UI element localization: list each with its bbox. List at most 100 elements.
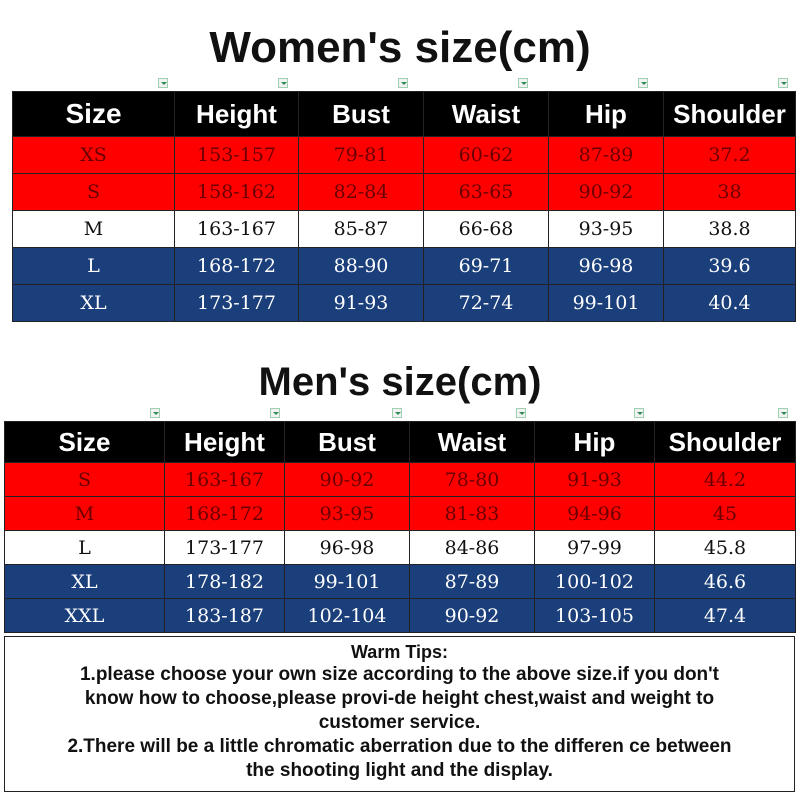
cell-height: 168-172 — [164, 496, 285, 531]
column-marker-icon — [516, 408, 526, 418]
column-marker-icon — [638, 78, 648, 88]
cell-size: L — [12, 247, 175, 285]
cell-waist: 72-74 — [423, 284, 549, 322]
cell-hip: 96-98 — [548, 247, 664, 285]
tip-line: customer service. — [318, 712, 481, 733]
cell-shoulder: 45 — [654, 496, 796, 531]
cell-hip: 90-92 — [548, 173, 664, 211]
cell-shoulder: 44.2 — [654, 462, 796, 497]
cell-waist: 87-89 — [409, 564, 535, 599]
cell-waist: 63-65 — [423, 173, 549, 211]
column-marker-icon — [270, 408, 280, 418]
men-size-title: Men's size(cm) — [258, 360, 542, 404]
cell-hip: 103-105 — [534, 598, 655, 633]
cell-shoulder: 47.4 — [654, 598, 796, 633]
cell-height: 168-172 — [174, 247, 299, 285]
tip-line: the shooting light and the display. — [246, 760, 553, 781]
cell-bust: 88-90 — [298, 247, 424, 285]
column-marker-icon — [278, 78, 288, 88]
cell-bust: 85-87 — [298, 210, 424, 248]
cell-hip: 91-93 — [534, 462, 655, 497]
cell-waist: 78-80 — [409, 462, 535, 497]
women-size-title: Women's size(cm) — [209, 23, 591, 72]
header-height: Height — [174, 91, 299, 137]
table-row: XL 173-177 91-93 72-74 99-101 40.4 — [12, 284, 796, 322]
cell-size: L — [4, 530, 165, 565]
men-size-table: Size Height Bust Waist Hip Shoulder S 16… — [4, 421, 796, 633]
cell-size: M — [4, 496, 165, 531]
cell-size: S — [4, 462, 165, 497]
cell-waist: 60-62 — [423, 136, 549, 174]
header-height: Height — [164, 421, 285, 463]
cell-size: M — [12, 210, 175, 248]
cell-shoulder: 37.2 — [663, 136, 796, 174]
column-marker-icon — [150, 408, 160, 418]
cell-bust: 91-93 — [298, 284, 424, 322]
cell-hip: 87-89 — [548, 136, 664, 174]
column-marker-icon — [398, 78, 408, 88]
women-size-table: Size Height Bust Waist Hip Shoulder XS 1… — [12, 91, 796, 322]
cell-bust: 90-92 — [284, 462, 410, 497]
warm-tips-box: Warm Tips: 1.please choose your own size… — [4, 636, 795, 792]
column-marker-icon — [392, 408, 402, 418]
cell-bust: 102-104 — [284, 598, 410, 633]
table-row: XS 153-157 79-81 60-62 87-89 37.2 — [12, 136, 796, 174]
column-marker-icon — [778, 408, 788, 418]
header-bust: Bust — [298, 91, 424, 137]
cell-shoulder: 38 — [663, 173, 796, 211]
cell-size: XXL — [4, 598, 165, 633]
header-size: Size — [12, 91, 175, 137]
cell-hip: 97-99 — [534, 530, 655, 565]
header-shoulder: Shoulder — [663, 91, 796, 137]
cell-bust: 82-84 — [298, 173, 424, 211]
cell-height: 178-182 — [164, 564, 285, 599]
cell-shoulder: 40.4 — [663, 284, 796, 322]
cell-waist: 66-68 — [423, 210, 549, 248]
cell-hip: 99-101 — [548, 284, 664, 322]
column-marker-icon — [158, 78, 168, 88]
cell-size: XS — [12, 136, 175, 174]
warm-tips-title: Warm Tips: — [350, 642, 448, 662]
table-row: M 168-172 93-95 81-83 94-96 45 — [4, 496, 796, 531]
column-marker-icon — [778, 78, 788, 88]
table-row: XL 178-182 99-101 87-89 100-102 46.6 — [4, 564, 796, 599]
cell-hip: 100-102 — [534, 564, 655, 599]
cell-height: 173-177 — [174, 284, 299, 322]
cell-height: 183-187 — [164, 598, 285, 633]
table-row: L 173-177 96-98 84-86 97-99 45.8 — [4, 530, 796, 565]
table-row: M 163-167 85-87 66-68 93-95 38.8 — [12, 210, 796, 248]
cell-height: 163-167 — [164, 462, 285, 497]
cell-hip: 94-96 — [534, 496, 655, 531]
tip-line: 1.please choose your own size according … — [79, 664, 720, 685]
tip-line: know how to choose,please provi-de heigh… — [84, 688, 715, 709]
cell-height: 153-157 — [174, 136, 299, 174]
column-marker-icon — [634, 408, 644, 418]
table-row: S 163-167 90-92 78-80 91-93 44.2 — [4, 462, 796, 497]
cell-waist: 81-83 — [409, 496, 535, 531]
column-marker-icon — [518, 78, 528, 88]
table-row: L 168-172 88-90 69-71 96-98 39.6 — [12, 247, 796, 285]
cell-size: S — [12, 173, 175, 211]
cell-bust: 93-95 — [284, 496, 410, 531]
table-row: S 158-162 82-84 63-65 90-92 38 — [12, 173, 796, 211]
cell-shoulder: 45.8 — [654, 530, 796, 565]
header-bust: Bust — [284, 421, 410, 463]
header-size: Size — [4, 421, 165, 463]
cell-bust: 79-81 — [298, 136, 424, 174]
table-header-row: Size Height Bust Waist Hip Shoulder — [12, 91, 796, 137]
tip-line: 2.There will be a little chromatic aberr… — [67, 736, 732, 757]
cell-bust: 96-98 — [284, 530, 410, 565]
cell-height: 158-162 — [174, 173, 299, 211]
cell-waist: 69-71 — [423, 247, 549, 285]
cell-size: XL — [12, 284, 175, 322]
cell-height: 163-167 — [174, 210, 299, 248]
cell-waist: 90-92 — [409, 598, 535, 633]
cell-shoulder: 46.6 — [654, 564, 796, 599]
header-waist: Waist — [423, 91, 549, 137]
table-row: XXL 183-187 102-104 90-92 103-105 47.4 — [4, 598, 796, 633]
cell-bust: 99-101 — [284, 564, 410, 599]
cell-shoulder: 38.8 — [663, 210, 796, 248]
cell-shoulder: 39.6 — [663, 247, 796, 285]
header-hip: Hip — [548, 91, 664, 137]
table-header-row: Size Height Bust Waist Hip Shoulder — [4, 421, 796, 463]
